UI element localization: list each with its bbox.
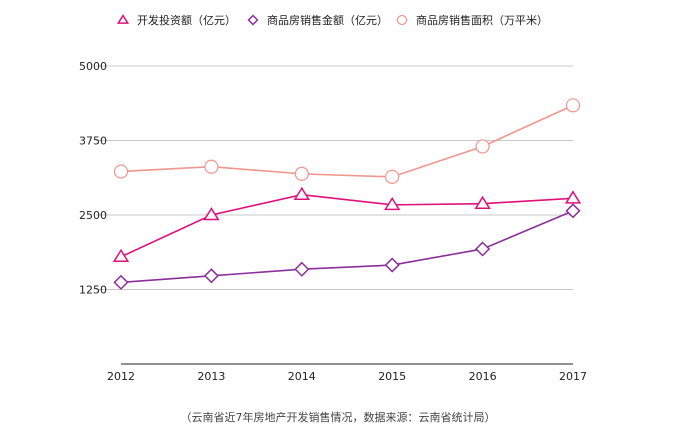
series-line <box>120 210 574 284</box>
legend-item: 开发投资额（亿元） <box>116 13 236 27</box>
data-point-triangle <box>474 195 491 209</box>
y-tick-label: 5000 <box>79 60 107 73</box>
y-tick-label: 2500 <box>79 209 107 222</box>
series-line <box>120 193 574 258</box>
data-point-diamond <box>475 241 491 257</box>
data-point-triangle <box>112 248 130 263</box>
x-axis: 2012 2013 2014 2015 2016 2017 <box>107 363 587 383</box>
data-point-diamond <box>294 261 310 277</box>
legend-marker-diamond <box>247 14 259 26</box>
y-tick-label: 3750 <box>79 135 107 148</box>
data-point-triangle <box>293 186 310 201</box>
data-point-diamond <box>565 203 581 219</box>
series-2 <box>113 203 581 290</box>
legend-item: 商品房销售面积（万平米） <box>396 13 548 27</box>
series-3 <box>113 98 581 184</box>
data-point-circle <box>113 164 129 179</box>
data-point-circle <box>385 169 400 184</box>
x-tick-label: 2016 <box>469 370 497 383</box>
x-tick-label: 2013 <box>197 370 225 383</box>
legend: 开发投资额（亿元） 商品房销售金额（亿元） 商品房销售面积（万平米） <box>116 13 548 27</box>
x-tick-label: 2015 <box>378 370 406 383</box>
data-point-circle <box>294 166 309 181</box>
series-1 <box>112 186 582 263</box>
legend-marker-circle <box>396 14 408 26</box>
chart-caption: （云南省近7年房地产开发销售情况，数据来源：云南省统计局） <box>181 410 496 424</box>
data-point-triangle <box>384 196 401 211</box>
data-point-circle <box>475 139 490 154</box>
data-point-diamond <box>203 268 219 284</box>
data-point-circle <box>204 159 219 174</box>
legend-marker-triangle <box>116 14 130 24</box>
data-point-diamond <box>113 274 129 290</box>
series-group <box>112 98 582 290</box>
legend-label: 商品房销售面积（万平米） <box>416 13 548 27</box>
legend-label: 开发投资额（亿元） <box>137 13 236 27</box>
y-tick-label: 1250 <box>79 284 107 297</box>
legend-label: 商品房销售金额（亿元） <box>267 13 388 27</box>
legend-item: 商品房销售金额（亿元） <box>247 13 388 27</box>
series-line <box>120 104 574 178</box>
grid-lines <box>96 65 573 290</box>
y-axis: 1250 2500 3750 5000 <box>79 60 107 297</box>
x-tick-label: 2012 <box>107 370 135 383</box>
data-point-triangle <box>564 190 582 204</box>
x-tick-label: 2017 <box>559 370 587 383</box>
x-tick-label: 2014 <box>288 370 316 383</box>
data-point-circle <box>565 98 581 113</box>
data-point-diamond <box>384 257 400 273</box>
data-point-triangle <box>203 207 220 221</box>
